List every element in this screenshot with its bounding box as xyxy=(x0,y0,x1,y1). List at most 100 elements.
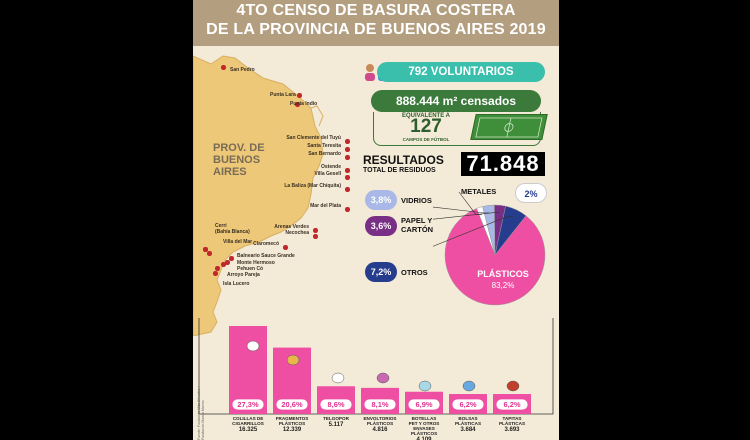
bar-value-label: 20,6% xyxy=(281,400,303,409)
city-label: Mar del Plata xyxy=(310,203,341,209)
volunteers-badge: 792 VOLUNTARIOS xyxy=(377,62,545,82)
city-label: (Bahía Blanca) xyxy=(215,229,250,235)
equivalent-unit: CAMPOS DE FÚTBOL xyxy=(402,137,450,142)
bar-value-label: 6,9% xyxy=(415,400,432,409)
bar-value-pill xyxy=(275,398,309,411)
title-banner: 4TO CENSO DE BASURA COSTERA DE LA PROVIN… xyxy=(193,0,559,46)
city-label: San Bernardo xyxy=(308,151,341,157)
pie-slice-plasticos xyxy=(444,208,546,306)
vidrios-label: VIDRIOS xyxy=(401,196,432,205)
province-map xyxy=(193,55,324,336)
pie-leader-line xyxy=(433,212,500,220)
otros-pct-badge: 7,2% xyxy=(365,262,397,282)
plasticos-label: PLÁSTICOS xyxy=(477,269,529,279)
bar-value-pill xyxy=(363,398,397,411)
bar-count-label: 3.693 xyxy=(504,427,520,433)
papel-pct-badge: 3,6% xyxy=(365,216,397,236)
bar-category-label: ENVOLTORIOS PLÁSTICOS xyxy=(363,416,396,426)
wrapper-icon xyxy=(376,372,390,384)
metales-label: METALES xyxy=(461,187,497,196)
city-dot xyxy=(345,187,350,192)
bar-count-label: 4.816 xyxy=(372,427,388,433)
city-dot xyxy=(229,256,234,261)
cigarette-butt-icon xyxy=(246,340,260,352)
coast-inner xyxy=(310,105,324,127)
city-label: Monte Hermoso xyxy=(237,260,275,266)
city-label: Cerri xyxy=(215,223,227,229)
vidrios-pct-badge: 3,8% xyxy=(365,190,397,210)
city-dot xyxy=(297,93,302,98)
bar-value-pill xyxy=(407,398,441,411)
bar-category-label: FRAGMENTOS PLÁSTICOS xyxy=(276,416,309,426)
city-label: Claromecó xyxy=(253,241,279,247)
bar-count-label: 4.109 xyxy=(416,437,432,440)
city-label: Arenas Verdes xyxy=(274,224,309,230)
title-line-1: 4TO CENSO DE BASURA COSTERA xyxy=(236,2,516,19)
plastic-fragments-icon xyxy=(286,354,300,366)
city-dot xyxy=(313,234,318,239)
city-dot xyxy=(345,155,350,160)
equivalent-label: EQUIVALENTE A xyxy=(401,113,450,119)
total-label: TOTAL DE RESIDUOS xyxy=(363,167,436,174)
pie-leader-line xyxy=(458,191,482,215)
source-credit: Fuente: Fundación Vida Silvestre / Funda… xyxy=(197,386,205,440)
province-label-2: BUENOS xyxy=(213,154,261,166)
bar-count-label: 12.339 xyxy=(283,427,302,433)
composition-pie-chart: PLÁSTICOS 83,2% xyxy=(433,191,546,306)
city-label: La Baliza (Mar Chiquita) xyxy=(284,183,341,189)
bar-value-pill xyxy=(495,398,529,411)
bar-value-pill xyxy=(319,398,353,411)
equivalent-value: 127 xyxy=(410,116,442,137)
province-label-1: PROV. DE xyxy=(213,142,265,154)
city-dot xyxy=(213,271,218,276)
city-dot xyxy=(225,260,230,265)
metales-pct-badge: 2% xyxy=(515,183,547,203)
city-dot xyxy=(203,247,208,252)
total-value: 71.848 xyxy=(461,152,545,176)
results-label: RESULTADOS xyxy=(363,153,444,167)
plasticos-pct-label: 83,2% xyxy=(492,281,515,290)
bar-count-label: 5.117 xyxy=(329,422,344,428)
city-label: Punta Indio xyxy=(290,101,318,107)
province-shape xyxy=(193,55,324,336)
bar-category-label: TAPITAS PLÁSTICAS xyxy=(499,416,525,426)
bar-count-label: 16.325 xyxy=(239,427,258,433)
city-label: San Clemente del Tuyú xyxy=(286,135,341,141)
city-dot xyxy=(207,251,212,256)
city-label: Punta Lara xyxy=(270,92,296,98)
city-dot xyxy=(345,147,350,152)
city-dot xyxy=(215,266,220,271)
bar-value-label: 6,2% xyxy=(459,400,476,409)
city-dot xyxy=(345,139,350,144)
bar-category-label: COLILLAS DE CIGARRILLOS xyxy=(232,416,264,426)
city-label: Villa del Mar xyxy=(223,239,253,245)
bar-category-label: BOTELLAS PET Y OTROS ENVASES PLÁSTICOS xyxy=(409,416,440,436)
city-dot xyxy=(295,102,300,107)
pie-leader-line xyxy=(433,206,490,214)
bar-category-label: TELGOPOR xyxy=(323,416,349,421)
bar-count-label: 3.684 xyxy=(460,427,476,433)
bottle-icon xyxy=(418,380,432,392)
infographic-poster: 4TO CENSO DE BASURA COSTERA DE LA PROVIN… xyxy=(193,0,559,440)
bar-category-label: BOLSAS PLÁSTICAS xyxy=(455,416,481,426)
pie-leader-line xyxy=(433,216,514,247)
football-field-icon xyxy=(470,114,548,140)
bar-value-pill xyxy=(231,398,265,411)
city-dot xyxy=(313,228,318,233)
surveyed-area-badge: 888.444 m² censados xyxy=(371,90,541,112)
city-label: Necochea xyxy=(285,230,309,236)
province-label-3: AIRES xyxy=(213,166,247,178)
title-line-2: DE LA PROVINCIA DE BUENOS AIRES 2019 xyxy=(206,21,546,38)
city-label: Isla Lucero xyxy=(223,281,250,287)
city-dot xyxy=(283,245,288,250)
otros-label: OTROS xyxy=(401,268,428,277)
bag-icon xyxy=(462,380,476,392)
city-label: Arroyo Pareja xyxy=(227,272,260,278)
city-label: Villa Gesell xyxy=(314,171,341,177)
bar-value-label: 6,2% xyxy=(503,400,520,409)
bar-value-label: 8,6% xyxy=(327,400,344,409)
papel-label: PAPEL Y CARTÓN xyxy=(401,216,434,234)
city-label: Balneario Sauce Grande xyxy=(237,253,295,259)
city-dot xyxy=(345,175,350,180)
